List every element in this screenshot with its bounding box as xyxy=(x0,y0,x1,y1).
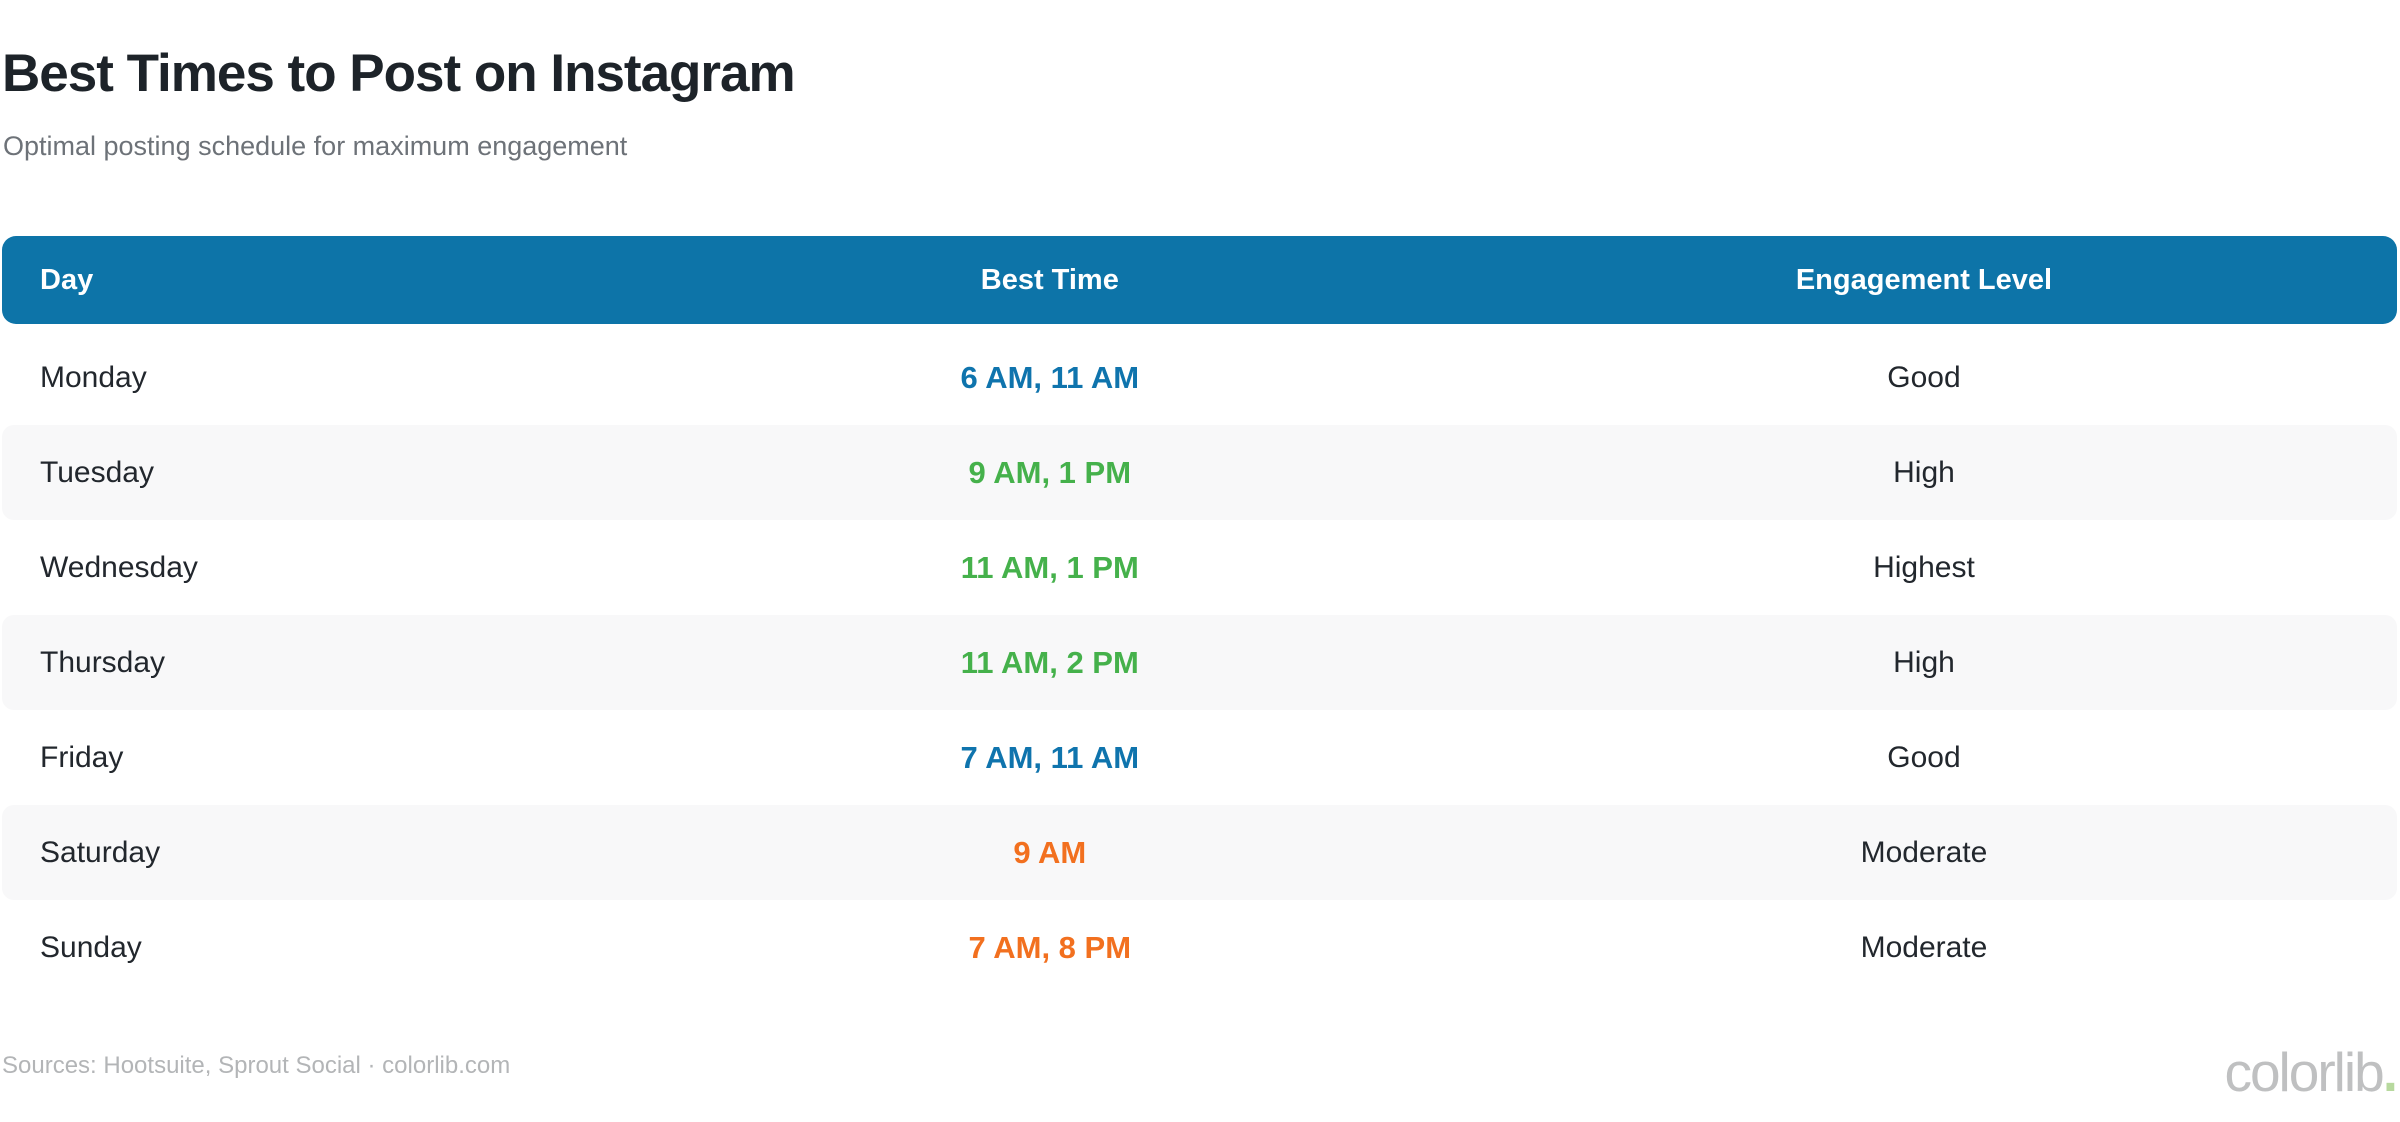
page-title: Best Times to Post on Instagram xyxy=(2,44,796,103)
column-header-best-time: Best Time xyxy=(980,263,1119,296)
day-cell: Wednesday xyxy=(40,550,198,584)
table-header-row: Day Best Time Engagement Level xyxy=(2,236,2397,324)
table-row: Monday 6 AM, 11 AM Good xyxy=(2,330,2397,425)
best-time-cell: 11 AM, 2 PM xyxy=(960,644,1139,680)
table-row: Tuesday 9 AM, 1 PM High xyxy=(2,425,2397,520)
column-header-day: Day xyxy=(40,263,94,296)
day-cell: Saturday xyxy=(40,835,161,869)
engagement-cell: Good xyxy=(1887,740,1961,774)
engagement-cell: High xyxy=(1893,455,1955,489)
day-cell: Friday xyxy=(40,740,124,774)
table-body: Monday 6 AM, 11 AM Good Tuesday 9 AM, 1 PM Hi… xyxy=(2,330,2397,995)
colorlib-logo-dot: . xyxy=(2382,1041,2398,1103)
page-subtitle: Optimal posting schedule for maximum eng… xyxy=(3,131,628,161)
engagement-cell: Moderate xyxy=(1860,930,1988,964)
column-header-engagement: Engagement Level xyxy=(1795,263,2053,296)
engagement-cell: Highest xyxy=(1873,550,1975,584)
best-time-cell: 9 AM xyxy=(1013,834,1087,870)
best-time-cell: 7 AM, 11 AM xyxy=(960,739,1140,775)
sources-note: Sources: Hootsuite, Sprout Social · colo… xyxy=(2,1052,511,1079)
table-row: Sunday 7 AM, 8 PM Moderate xyxy=(2,900,2397,995)
day-cell: Sunday xyxy=(40,930,142,964)
best-time-cell: 11 AM, 1 PM xyxy=(960,549,1139,585)
day-cell: Thursday xyxy=(40,645,166,679)
colorlib-logo-text: colorlib xyxy=(2224,1041,2384,1103)
best-time-cell: 6 AM, 11 AM xyxy=(960,359,1140,395)
best-time-cell: 7 AM, 8 PM xyxy=(968,929,1132,965)
table-row: Thursday 11 AM, 2 PM High xyxy=(2,615,2397,710)
day-cell: Monday xyxy=(40,360,147,394)
engagement-cell: Good xyxy=(1887,360,1961,394)
colorlib-logo: colorlib. xyxy=(2224,1045,2398,1100)
table-row: Wednesday 11 AM, 1 PM Highest xyxy=(2,520,2397,615)
engagement-cell: Moderate xyxy=(1860,835,1988,869)
best-time-cell: 9 AM, 1 PM xyxy=(968,454,1132,490)
best-times-table: Day Best Time Engagement Level Monday 6 A… xyxy=(2,236,2397,995)
day-cell: Tuesday xyxy=(40,455,154,489)
table-row: Friday 7 AM, 11 AM Good xyxy=(2,710,2397,805)
table-row: Saturday 9 AM Moderate xyxy=(2,805,2397,900)
engagement-cell: High xyxy=(1893,645,1955,679)
